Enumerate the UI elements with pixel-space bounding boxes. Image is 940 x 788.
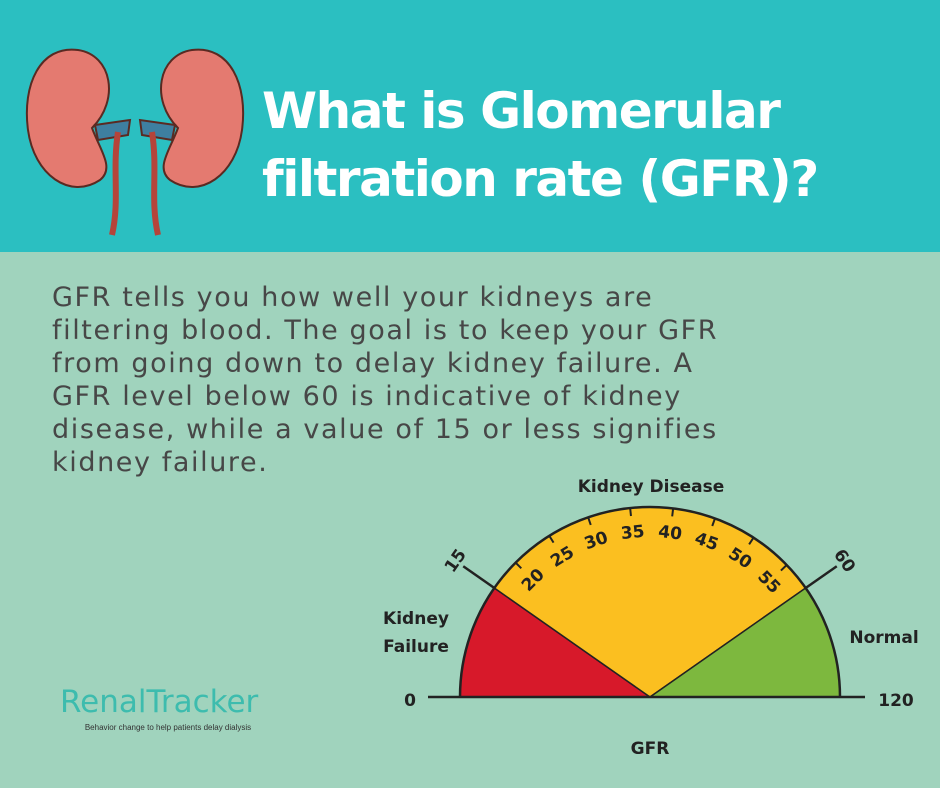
zone-label: Normal — [849, 628, 918, 648]
end-label: 120 — [878, 691, 914, 711]
paragraph: GFR tells you how well your kidneys aref… — [52, 282, 718, 478]
paragraph-line: kidney failure. — [52, 447, 268, 478]
scale-tick — [711, 518, 716, 527]
brand-tagline: Behavior change to help patients delay d… — [85, 723, 251, 732]
scale-tick — [587, 517, 592, 526]
scale-tick — [514, 561, 523, 570]
paragraph-line: from going down to delay kidney failure.… — [52, 348, 694, 379]
gauge-title: Kidney Disease — [578, 477, 725, 497]
scale-tick — [548, 535, 555, 544]
end-label: 0 — [404, 691, 416, 711]
scale-tick — [748, 537, 755, 545]
scale-tick — [671, 508, 675, 517]
zone-label: Failure — [383, 637, 449, 657]
brand-name: RenalTracker — [60, 684, 259, 720]
boundary-line — [462, 565, 496, 590]
kidneys-icon — [25, 48, 245, 236]
paragraph-line: GFR tells you how well your kidneys are — [52, 282, 653, 313]
scale-tick — [780, 564, 788, 572]
zone-label: Kidney — [383, 609, 449, 629]
scale-label: 35 — [620, 522, 646, 544]
title-line: What is Glomerular — [262, 82, 781, 140]
paragraph-line: filtering blood. The goal is to keep you… — [52, 315, 718, 346]
scale-tick — [629, 507, 632, 517]
paragraph-line: GFR level below 60 is indicative of kidn… — [52, 381, 682, 412]
scale-label: 40 — [657, 522, 683, 545]
gauge-rim — [458, 505, 842, 698]
title-line: filtration rate (GFR)? — [262, 150, 818, 208]
axis-label: GFR — [631, 739, 670, 759]
boundary-line — [804, 565, 838, 590]
paragraph-line: disease, while a value of 15 or less sig… — [52, 414, 718, 445]
